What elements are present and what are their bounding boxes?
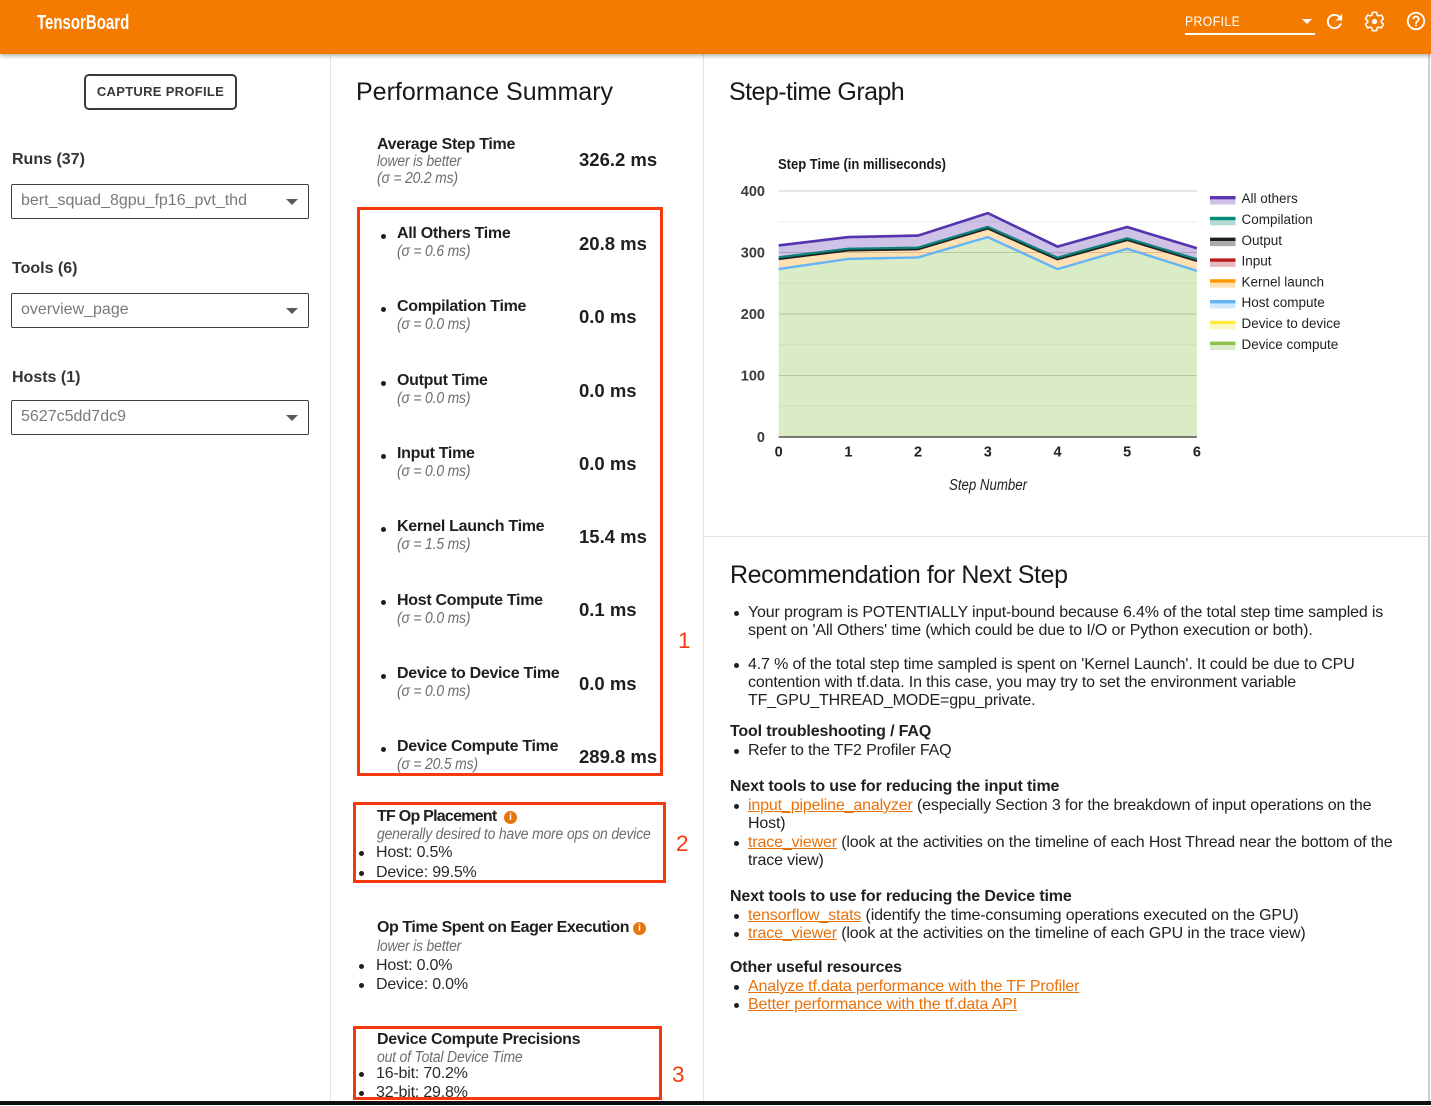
svg-text:All others: All others	[1242, 191, 1299, 206]
svg-text:Step Time (in milliseconds): Step Time (in milliseconds)	[778, 156, 946, 173]
svg-text:Device to device: Device to device	[1242, 316, 1341, 331]
svg-text:Kernel launch: Kernel launch	[1242, 274, 1325, 289]
svg-text:300: 300	[741, 246, 765, 262]
svg-text:1: 1	[844, 445, 852, 461]
svg-text:100: 100	[741, 369, 765, 385]
svg-text:5: 5	[1123, 445, 1131, 461]
svg-text:Compilation: Compilation	[1242, 212, 1313, 227]
svg-text:2: 2	[914, 445, 922, 461]
svg-text:3: 3	[984, 445, 992, 461]
svg-text:Output: Output	[1242, 233, 1283, 248]
svg-text:0: 0	[757, 430, 765, 446]
svg-text:200: 200	[741, 307, 765, 323]
svg-text:Host compute: Host compute	[1242, 295, 1325, 310]
svg-text:0: 0	[775, 445, 783, 461]
svg-text:Step Number: Step Number	[949, 477, 1028, 494]
svg-text:400: 400	[741, 184, 765, 200]
svg-text:4: 4	[1053, 445, 1061, 461]
svg-text:Device compute: Device compute	[1242, 337, 1339, 352]
svg-text:Input: Input	[1242, 254, 1272, 269]
svg-text:6: 6	[1193, 445, 1201, 461]
